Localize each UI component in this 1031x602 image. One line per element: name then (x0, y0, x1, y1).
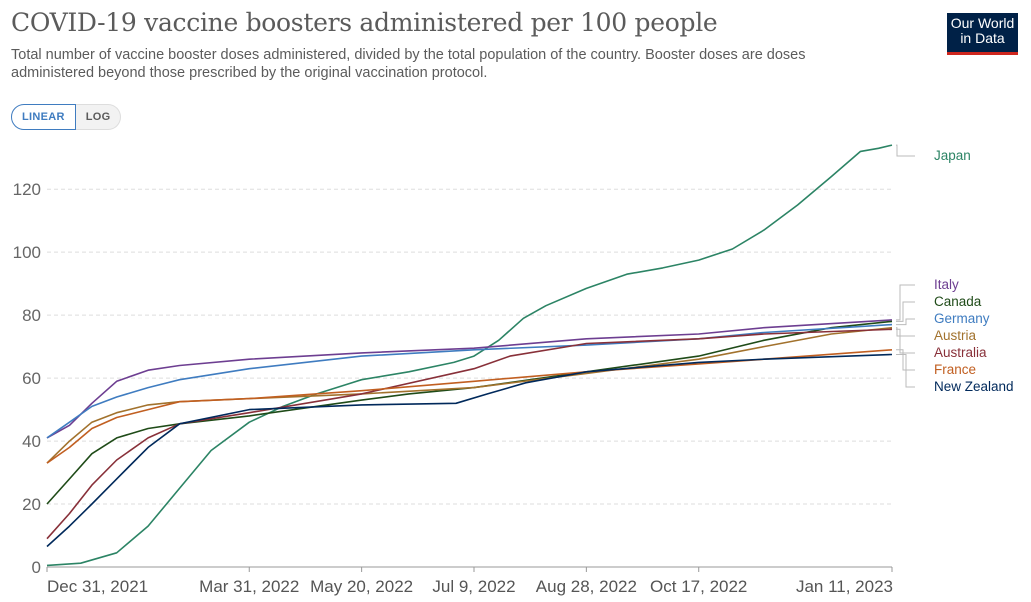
y-axis: 0 20 40 60 80 100 120 (13, 180, 41, 577)
legend-connector (896, 318, 915, 326)
legend-label-germany[interactable]: Germany (934, 311, 990, 326)
x-tick-label: Mar 31, 2022 (199, 577, 299, 596)
legend-connector (896, 284, 915, 321)
y-tick-label: 40 (22, 432, 41, 451)
y-tick-label: 120 (13, 180, 41, 199)
legend-label-italy[interactable]: Italy (934, 277, 959, 292)
logo-line-1: Our World (950, 15, 1015, 31)
legend-label-new-zealand[interactable]: New Zealand (934, 379, 1014, 394)
legend-connector (896, 328, 915, 354)
legend-connector (896, 301, 915, 322)
logo-line-2: in Data (960, 30, 1005, 46)
x-tick-label: Aug 28, 2022 (536, 577, 637, 596)
linear-scale-button[interactable]: LINEAR (11, 104, 76, 130)
legend-connector (896, 349, 915, 371)
x-axis: Dec 31, 2021 Mar 31, 2022 May 20, 2022 Jul … (46, 567, 893, 596)
grid-lines (47, 188, 892, 568)
series-line-japan[interactable] (46, 144, 893, 567)
x-tick-label: Oct 17, 2022 (650, 577, 747, 596)
x-tick-label: Jul 9, 2022 (432, 577, 515, 596)
series-line-canada[interactable] (46, 320, 893, 505)
legend-label-austria[interactable]: Austria (934, 328, 977, 343)
series-line-france[interactable] (46, 349, 893, 464)
y-tick-label: 20 (22, 495, 41, 514)
x-tick-label: May 20, 2022 (310, 577, 413, 596)
logo-red-bar (947, 52, 1018, 55)
legend-label-japan[interactable]: Japan (934, 148, 971, 163)
x-tick-label: Dec 31, 2021 (47, 577, 148, 596)
y-tick-label: 0 (32, 558, 41, 577)
series-line-austria[interactable] (46, 326, 893, 464)
legend: Japan Italy Canada Germany Austria Australia F… (896, 144, 1014, 394)
log-scale-button[interactable]: LOG (75, 104, 122, 130)
legend-connector (896, 354, 915, 388)
legend-label-france[interactable]: France (934, 362, 976, 377)
legend-connector (896, 144, 915, 157)
y-tick-label: 60 (22, 369, 41, 388)
series-line-australia[interactable] (46, 328, 893, 540)
chart-title: COVID-19 vaccine boosters administered p… (11, 8, 718, 37)
legend-label-canada[interactable]: Canada (934, 294, 982, 309)
legend-label-australia[interactable]: Australia (934, 345, 987, 360)
x-tick-label: Jan 11, 2023 (796, 577, 893, 596)
scale-toggle: LINEAR LOG (11, 104, 122, 130)
series-line-italy[interactable] (46, 319, 893, 439)
series-line-new-zealand[interactable] (46, 353, 893, 548)
series-lines (46, 144, 893, 567)
y-tick-label: 100 (13, 243, 41, 262)
y-tick-label: 80 (22, 306, 41, 325)
owid-logo[interactable]: Our World in Data (947, 13, 1018, 55)
legend-connector (896, 327, 915, 337)
chart-subtitle: Total number of vaccine booster doses ad… (11, 47, 806, 81)
